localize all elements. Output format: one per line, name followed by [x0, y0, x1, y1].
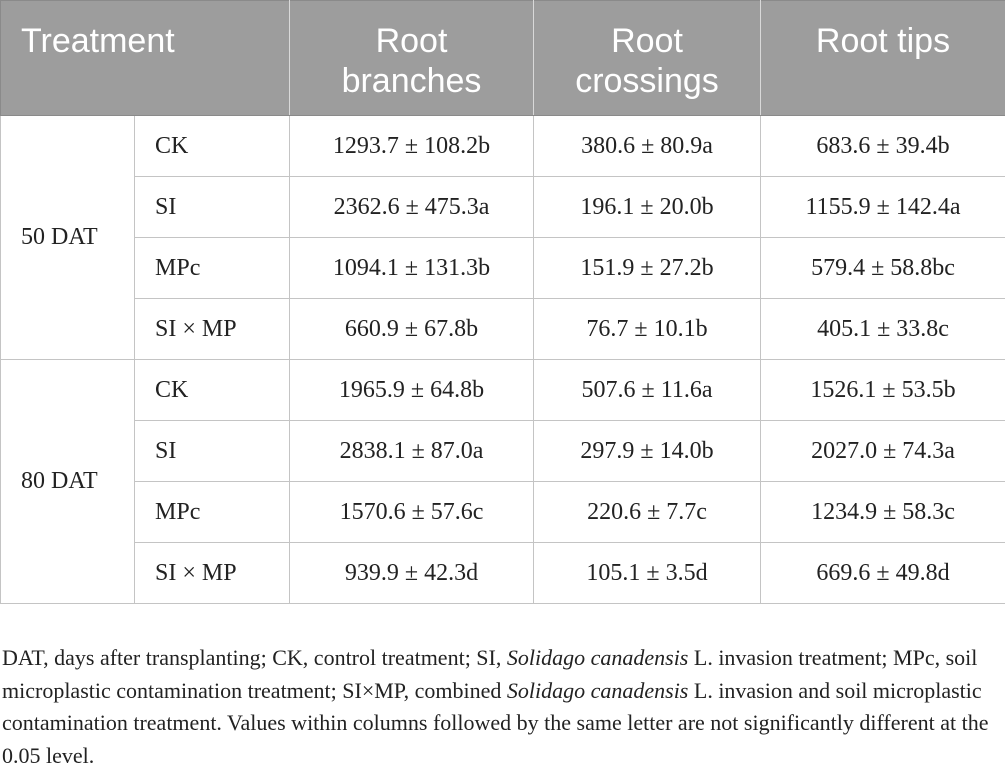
treatment-cell: SI × MP — [135, 299, 290, 360]
treatment-cell: CK — [135, 116, 290, 177]
header-row: Treatment Root branches Root crossings R… — [1, 1, 1005, 116]
table-row: MPc 1570.6 ± 57.6c 220.6 ± 7.7c 1234.9 ±… — [1, 482, 1005, 543]
treatment-cell: MPc — [135, 482, 290, 543]
table-row: SI 2838.1 ± 87.0a 297.9 ± 14.0b 2027.0 ±… — [1, 421, 1005, 482]
table-row: 50 DAT CK 1293.7 ± 108.2b 380.6 ± 80.9a … — [1, 116, 1005, 177]
root-tips-cell: 683.6 ± 39.4b — [761, 116, 1005, 177]
header-root-branches: Root branches — [290, 1, 534, 116]
group-label-80-dat: 80 DAT — [1, 360, 135, 604]
table-body: 50 DAT CK 1293.7 ± 108.2b 380.6 ± 80.9a … — [1, 116, 1005, 604]
table-row: SI 2362.6 ± 475.3a 196.1 ± 20.0b 1155.9 … — [1, 177, 1005, 238]
root-crossings-cell: 196.1 ± 20.0b — [534, 177, 761, 238]
root-tips-cell: 1526.1 ± 53.5b — [761, 360, 1005, 421]
root-branches-cell: 1293.7 ± 108.2b — [290, 116, 534, 177]
header-root-crossings-line2: crossings — [535, 61, 759, 101]
root-tips-cell: 1234.9 ± 58.3c — [761, 482, 1005, 543]
table-header: Treatment Root branches Root crossings R… — [1, 1, 1005, 116]
table-footnote: DAT, days after transplanting; CK, contr… — [2, 642, 1002, 772]
root-crossings-cell: 76.7 ± 10.1b — [534, 299, 761, 360]
table-row: SI × MP 939.9 ± 42.3d 105.1 ± 3.5d 669.6… — [1, 543, 1005, 604]
root-tips-cell: 2027.0 ± 74.3a — [761, 421, 1005, 482]
root-crossings-cell: 151.9 ± 27.2b — [534, 238, 761, 299]
root-crossings-cell: 220.6 ± 7.7c — [534, 482, 761, 543]
root-crossings-cell: 380.6 ± 80.9a — [534, 116, 761, 177]
header-root-crossings-line1: Root — [535, 21, 759, 61]
root-branches-cell: 1570.6 ± 57.6c — [290, 482, 534, 543]
table-row: 80 DAT CK 1965.9 ± 64.8b 507.6 ± 11.6a 1… — [1, 360, 1005, 421]
root-tips-cell: 405.1 ± 33.8c — [761, 299, 1005, 360]
root-tips-cell: 579.4 ± 58.8bc — [761, 238, 1005, 299]
root-crossings-cell: 105.1 ± 3.5d — [534, 543, 761, 604]
root-branches-cell: 660.9 ± 67.8b — [290, 299, 534, 360]
header-root-tips: Root tips — [761, 1, 1005, 116]
root-branches-cell: 1094.1 ± 131.3b — [290, 238, 534, 299]
treatment-cell: SI × MP — [135, 543, 290, 604]
root-tips-cell: 669.6 ± 49.8d — [761, 543, 1005, 604]
root-tips-cell: 1155.9 ± 142.4a — [761, 177, 1005, 238]
treatment-cell: SI — [135, 177, 290, 238]
footnote-species-name-1: Solidago canadensis — [507, 645, 689, 670]
group-label-50-dat: 50 DAT — [1, 116, 135, 360]
root-crossings-cell: 507.6 ± 11.6a — [534, 360, 761, 421]
footnote-species-name-2: Solidago canadensis — [507, 678, 689, 703]
header-root-crossings: Root crossings — [534, 1, 761, 116]
root-branches-cell: 1965.9 ± 64.8b — [290, 360, 534, 421]
table-row: MPc 1094.1 ± 131.3b 151.9 ± 27.2b 579.4 … — [1, 238, 1005, 299]
footnote-text-1: DAT, days after transplanting; CK, contr… — [2, 645, 507, 670]
root-traits-table: Treatment Root branches Root crossings R… — [0, 0, 1005, 604]
table-row: SI × MP 660.9 ± 67.8b 76.7 ± 10.1b 405.1… — [1, 299, 1005, 360]
header-root-branches-line1: Root — [291, 21, 532, 61]
treatment-cell: CK — [135, 360, 290, 421]
root-branches-cell: 939.9 ± 42.3d — [290, 543, 534, 604]
results-table-container: Treatment Root branches Root crossings R… — [0, 0, 1005, 604]
header-root-tips-line1: Root tips — [762, 21, 1004, 61]
root-branches-cell: 2362.6 ± 475.3a — [290, 177, 534, 238]
treatment-cell: SI — [135, 421, 290, 482]
root-crossings-cell: 297.9 ± 14.0b — [534, 421, 761, 482]
treatment-cell: MPc — [135, 238, 290, 299]
header-treatment: Treatment — [1, 1, 290, 116]
header-root-branches-line2: branches — [291, 61, 532, 101]
root-branches-cell: 2838.1 ± 87.0a — [290, 421, 534, 482]
